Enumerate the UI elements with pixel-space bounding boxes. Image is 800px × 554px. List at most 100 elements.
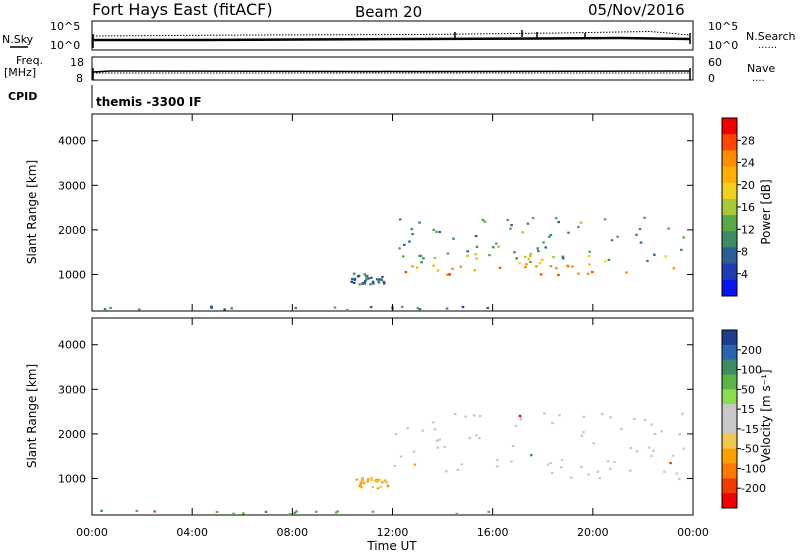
- range-gate-cell: [435, 230, 438, 233]
- range-gate-cell: [536, 249, 540, 253]
- colorbar-swatch: [722, 279, 737, 297]
- range-gate-cell: [558, 414, 561, 417]
- velocity-colorbar-label: Velocity [m s⁻¹]: [759, 369, 773, 462]
- range-gate-cell: [524, 266, 527, 269]
- range-gate-cell: [376, 480, 379, 483]
- nsky-label: N.Sky: [2, 33, 34, 46]
- range-gate-cell: [567, 231, 570, 234]
- power-y-label: Slant Range [km]: [25, 160, 39, 264]
- range-gate-cell: [438, 438, 442, 441]
- colorbar-tick-label: 4: [741, 268, 748, 281]
- range-gate-cell: [398, 247, 401, 250]
- range-gate-cell: [474, 253, 477, 256]
- range-gate-cell: [650, 454, 653, 457]
- range-gate-cell: [436, 269, 440, 272]
- range-gate-cell: [393, 464, 396, 468]
- range-gate-cell: [473, 269, 477, 272]
- colorbar-swatch: [722, 118, 737, 135]
- colorbar-swatch: [722, 166, 737, 184]
- range-gate-cell: [411, 232, 414, 236]
- colorbar-tick-label: 100: [741, 364, 762, 377]
- colorbar-swatch: [722, 198, 737, 216]
- range-gate-cell: [488, 253, 491, 257]
- range-gate-cell: [587, 473, 590, 476]
- range-gate-cell: [478, 414, 482, 418]
- freq-tick-bottom: 8: [76, 72, 83, 85]
- range-gate-cell: [445, 470, 448, 473]
- range-gate-cell: [432, 264, 435, 267]
- range-gate-cell: [371, 280, 375, 283]
- range-gate-cell: [582, 431, 585, 434]
- range-gate-cell: [557, 273, 560, 277]
- range-gate-cell: [542, 241, 545, 244]
- range-gate-cell: [352, 281, 356, 284]
- range-gate-cell: [378, 278, 382, 281]
- station-title: Fort Hays East (fitACF): [92, 0, 273, 19]
- x-tick-label: 16:00: [477, 526, 509, 539]
- range-gate-cell: [509, 227, 512, 230]
- range-gate-cell: [544, 246, 548, 249]
- x-tick-label: 20:00: [577, 526, 609, 539]
- range-gate-cell: [587, 255, 591, 258]
- colorbar-tick-label: 16: [741, 201, 755, 214]
- y-tick-label: 1000: [58, 268, 86, 281]
- range-gate-cell: [646, 259, 649, 262]
- range-gate-cell: [613, 461, 616, 464]
- range-gate-cell: [433, 256, 437, 259]
- range-gate-cell: [525, 263, 528, 266]
- range-gate-cell: [667, 227, 670, 230]
- range-gate-cell: [241, 512, 245, 515]
- colorbar-tick-label: 28: [741, 134, 755, 147]
- range-gate-cell: [367, 277, 370, 280]
- range-gate-cell: [555, 267, 558, 270]
- range-gate-cell: [540, 258, 544, 261]
- range-gate-cell: [402, 255, 405, 258]
- freq-tick-top: 18: [70, 56, 84, 69]
- range-gate-cell: [363, 280, 367, 283]
- range-gate-cell: [350, 277, 354, 281]
- range-gate-cell: [536, 247, 539, 250]
- noise-tick-left-top: 10^5: [50, 20, 80, 33]
- range-gate-cell: [538, 261, 542, 265]
- range-gate-cell: [345, 308, 349, 312]
- colorbar-swatch: [722, 263, 737, 281]
- range-gate-cell: [491, 246, 495, 249]
- range-gate-cell: [363, 282, 366, 285]
- range-gate-cell: [370, 478, 373, 481]
- range-gate-cell: [554, 216, 558, 220]
- range-gate-cell: [474, 434, 478, 437]
- range-gate-cell: [379, 485, 383, 488]
- range-gate-cell: [639, 241, 643, 244]
- range-gate-cell: [466, 254, 469, 257]
- range-gate-cell: [359, 481, 363, 484]
- range-gate-cell: [371, 485, 375, 489]
- range-gate-cell: [653, 433, 657, 436]
- power-colorbar-label: Power [dB]: [759, 179, 773, 244]
- freq-label: Freq.: [16, 54, 43, 67]
- date-title: 05/Nov/2016: [588, 1, 685, 19]
- range-gate-cell: [478, 437, 481, 440]
- range-gate-cell: [336, 510, 339, 513]
- range-gate-cell: [498, 266, 502, 269]
- colorbar-swatch: [722, 359, 737, 375]
- range-gate-cell: [448, 273, 451, 276]
- range-gate-cell: [653, 253, 656, 256]
- colorbar-swatch: [722, 389, 737, 405]
- range-gate-cell: [559, 466, 563, 469]
- range-gate-cell: [360, 486, 363, 489]
- range-gate-cell: [546, 463, 550, 466]
- range-gate-cell: [412, 450, 416, 453]
- range-gate-cell: [549, 233, 553, 237]
- range-gate-cell: [531, 216, 535, 220]
- range-gate-cell: [497, 245, 500, 248]
- range-gate-cell: [681, 412, 684, 415]
- range-gate-cell: [638, 227, 642, 231]
- colorbar-swatch: [722, 478, 737, 494]
- range-gate-cell: [518, 414, 522, 418]
- freq-panel: [91, 56, 694, 81]
- nave-tick-top: 60: [708, 56, 722, 69]
- range-gate-cell: [380, 481, 384, 484]
- range-gate-cell: [521, 231, 524, 234]
- range-gate-cell: [677, 477, 681, 481]
- freq-trace: [92, 70, 691, 73]
